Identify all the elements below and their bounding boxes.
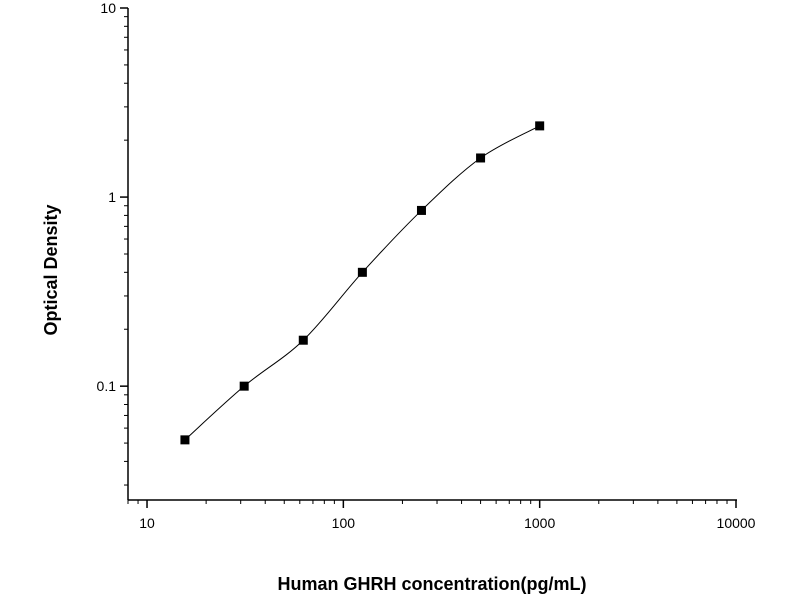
x-tick-label: 10000 <box>717 515 756 531</box>
x-axis-title: Human GHRH concentration(pg/mL) <box>278 574 587 594</box>
data-point <box>298 335 308 345</box>
y-axis-title: Optical Density <box>41 204 61 335</box>
fit-curve <box>184 125 540 441</box>
y-tick-label: 1 <box>108 189 116 205</box>
data-point <box>180 435 190 445</box>
y-tick-label: 0.1 <box>97 378 117 394</box>
data-point <box>416 205 426 215</box>
x-tick-label: 1000 <box>524 515 555 531</box>
data-point <box>357 267 367 277</box>
data-point <box>239 381 249 391</box>
y-tick-label: 10 <box>100 0 116 16</box>
data-point <box>535 121 545 131</box>
x-tick-label: 10 <box>139 515 155 531</box>
data-point <box>476 153 486 163</box>
x-tick-label: 100 <box>332 515 356 531</box>
